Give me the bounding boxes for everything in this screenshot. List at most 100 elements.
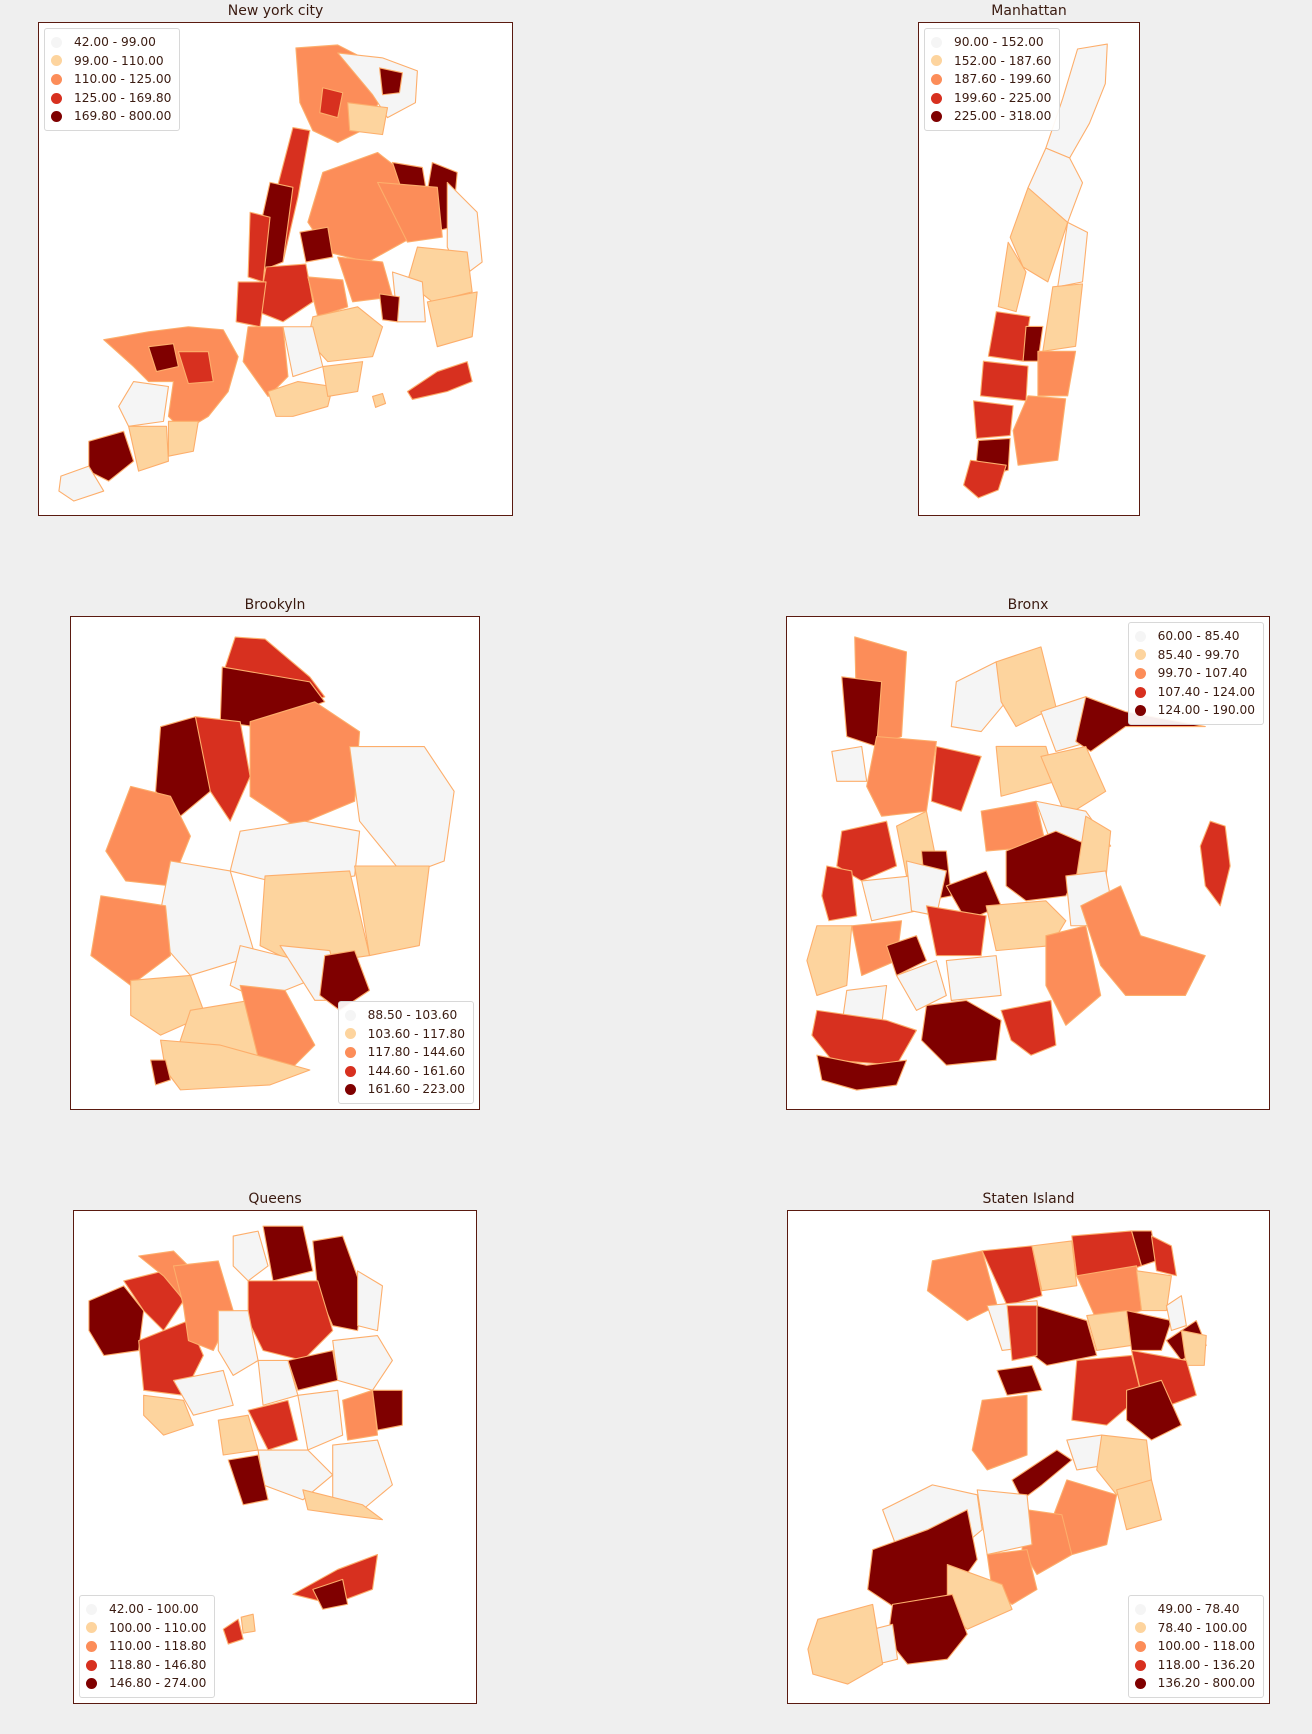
district-shape bbox=[257, 1449, 334, 1501]
legend-label: 144.60 - 161.60 bbox=[367, 1063, 465, 1078]
legend-label: 85.40 - 99.70 bbox=[1157, 647, 1240, 662]
legend-item: 136.20 - 800.00 bbox=[1134, 1674, 1255, 1693]
legend-label: 169.80 - 800.00 bbox=[74, 109, 172, 124]
legend-label: 187.60 - 199.60 bbox=[954, 72, 1052, 87]
district-shape bbox=[816, 1054, 908, 1091]
map-title: Queens bbox=[248, 1191, 302, 1207]
district-shape bbox=[147, 343, 179, 373]
district-shape bbox=[836, 820, 898, 882]
map-frame: 88.50 - 103.60 103.60 - 117.80 117.80 - 14… bbox=[70, 616, 480, 1110]
legend-item: 42.00 - 100.00 bbox=[86, 1600, 206, 1619]
district-shape bbox=[1116, 1479, 1162, 1531]
district-shape bbox=[1051, 1479, 1118, 1556]
district-shape bbox=[997, 241, 1027, 313]
district-shape bbox=[342, 1389, 379, 1441]
legend-label: 100.00 - 110.00 bbox=[109, 1620, 207, 1635]
district-shape bbox=[138, 1320, 204, 1396]
legend-label: 146.80 - 274.00 bbox=[109, 1676, 207, 1691]
legend-label: 124.00 - 190.00 bbox=[1157, 703, 1255, 718]
district-shape bbox=[1045, 925, 1102, 1026]
district-shape bbox=[831, 745, 868, 782]
district-shape bbox=[1165, 1295, 1187, 1332]
district-shape bbox=[322, 361, 364, 398]
legend-swatch bbox=[931, 92, 942, 104]
district-shape bbox=[194, 716, 251, 822]
legend-item: 60.00 - 85.40 bbox=[1134, 627, 1255, 646]
legend-swatch bbox=[1134, 1622, 1146, 1634]
district-shape bbox=[257, 263, 314, 323]
legend-swatch bbox=[86, 1678, 97, 1690]
district-shape bbox=[887, 1593, 968, 1665]
district-shape bbox=[249, 701, 361, 827]
district-shape bbox=[866, 735, 937, 817]
district-shape bbox=[1126, 1379, 1182, 1441]
legend-item: 146.80 - 274.00 bbox=[86, 1674, 206, 1693]
map-canvas bbox=[90, 636, 455, 1091]
legend-label: 110.00 - 118.80 bbox=[109, 1639, 207, 1654]
legend-swatch bbox=[931, 111, 942, 123]
map-frame: 49.00 - 78.40 78.40 - 100.00 100.00 - 118.… bbox=[787, 1210, 1270, 1704]
legend-item: 78.40 - 100.00 bbox=[1134, 1619, 1255, 1638]
district-shape bbox=[1071, 1354, 1143, 1426]
district-shape bbox=[239, 984, 316, 1071]
district-shape bbox=[372, 392, 387, 408]
district-shape bbox=[312, 1578, 349, 1610]
district-shape bbox=[177, 351, 214, 385]
legend-label: 118.80 - 146.80 bbox=[109, 1657, 207, 1672]
legend-item: 110.00 - 118.80 bbox=[86, 1637, 206, 1656]
map-panel-queens: Queens bbox=[73, 1191, 477, 1704]
legend-item: 199.60 - 225.00 bbox=[931, 89, 1051, 108]
district-shape bbox=[123, 1270, 185, 1332]
district-shape bbox=[242, 326, 289, 398]
legend-item: 49.00 - 78.40 bbox=[1134, 1600, 1255, 1619]
legend-swatch bbox=[1134, 1603, 1146, 1615]
legend-item: 99.00 - 110.00 bbox=[51, 52, 171, 71]
legend-swatch bbox=[51, 73, 62, 85]
legend-label: 110.00 - 125.00 bbox=[74, 72, 172, 87]
legend-label: 107.40 - 124.00 bbox=[1157, 684, 1255, 699]
map-title: Staten Island bbox=[982, 1191, 1075, 1207]
district-shape bbox=[379, 67, 404, 96]
legend: 90.00 - 152.00 152.00 - 187.60 187.60 - 19… bbox=[924, 28, 1061, 131]
district-shape bbox=[299, 226, 334, 263]
legend-label: 99.00 - 110.00 bbox=[74, 53, 164, 68]
district-shape bbox=[297, 1389, 344, 1451]
district-shape bbox=[807, 1603, 884, 1685]
district-shape bbox=[945, 955, 1002, 1001]
district-shape bbox=[232, 1230, 269, 1282]
legend-label: 199.60 - 225.00 bbox=[954, 90, 1052, 105]
legend-swatch bbox=[344, 1084, 356, 1096]
legend-label: 78.40 - 100.00 bbox=[1157, 1620, 1248, 1635]
legend-swatch bbox=[1134, 705, 1146, 717]
district-shape bbox=[930, 745, 982, 812]
district-shape bbox=[167, 420, 199, 457]
legend-swatch bbox=[344, 1009, 356, 1021]
district-shape bbox=[90, 895, 172, 986]
district-shape bbox=[319, 950, 371, 1011]
district-shape bbox=[247, 1280, 334, 1362]
legend-swatch bbox=[1134, 649, 1146, 661]
legend: 42.00 - 100.00 100.00 - 110.00 110.00 - 11… bbox=[79, 1595, 216, 1698]
district-shape bbox=[1126, 1310, 1172, 1351]
legend-item: 107.40 - 124.00 bbox=[1134, 683, 1255, 702]
district-shape bbox=[950, 661, 1007, 733]
map-canvas bbox=[963, 43, 1108, 499]
district-shape bbox=[1042, 283, 1084, 352]
legend-item: 161.60 - 223.00 bbox=[344, 1080, 465, 1099]
district-shape bbox=[247, 1399, 299, 1451]
map-panel-manhattan: Manhattan 90.00 - 152.00 152.00 - 187.60 1… bbox=[918, 3, 1140, 516]
legend-label: 99.70 - 107.40 bbox=[1157, 666, 1248, 681]
map-panel-staten-island: Staten Island bbox=[787, 1191, 1270, 1704]
legend-item: 100.00 - 118.00 bbox=[1134, 1637, 1255, 1656]
legend-label: 88.50 - 103.60 bbox=[367, 1008, 458, 1023]
legend-label: 49.00 - 78.40 bbox=[1157, 1602, 1240, 1617]
district-shape bbox=[319, 87, 344, 119]
district-shape bbox=[1080, 885, 1206, 996]
legend-label: 117.80 - 144.60 bbox=[367, 1045, 465, 1060]
legend-swatch bbox=[1134, 1641, 1146, 1653]
legend-swatch bbox=[86, 1622, 97, 1634]
district-shape bbox=[302, 1489, 384, 1521]
legend-swatch bbox=[344, 1047, 356, 1059]
district-shape bbox=[806, 925, 853, 996]
legend-swatch bbox=[1134, 630, 1146, 642]
